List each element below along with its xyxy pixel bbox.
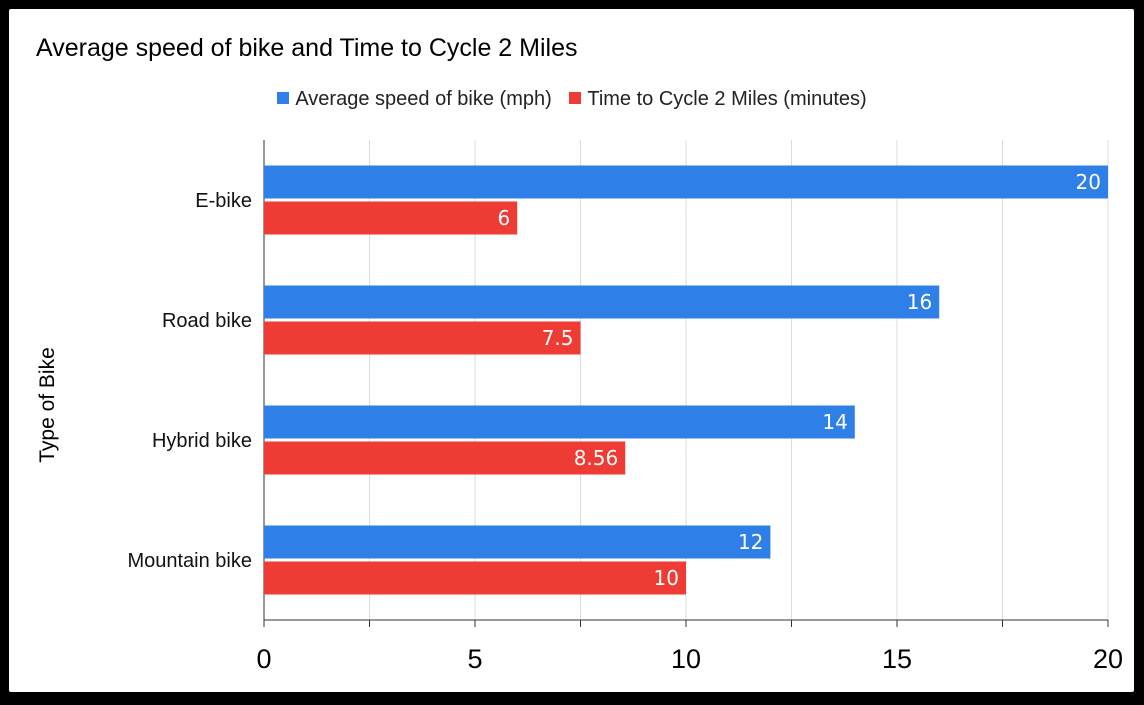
category-label: Mountain bike [127, 550, 252, 572]
bar [264, 201, 518, 235]
legend-swatch-time [569, 92, 582, 104]
bar [264, 165, 1108, 199]
data-label: 14 [822, 410, 847, 434]
category-label: Road bike [162, 310, 252, 332]
data-label: 7.5 [542, 326, 574, 350]
legend: Average speed of bike (mph) Time to Cycl… [0, 88, 1144, 111]
x-tick-label: 0 [256, 644, 271, 674]
bar [264, 441, 626, 475]
bar [264, 561, 686, 595]
legend-label-speed: Average speed of bike (mph) [295, 88, 552, 110]
y-axis-title: Type of Bike [36, 347, 59, 463]
x-tick-label: 15 [882, 644, 912, 674]
x-tick-label: 10 [671, 644, 701, 674]
category-label: Hybrid bike [152, 430, 252, 452]
data-label: 16 [907, 290, 932, 314]
x-tick-label: 5 [467, 644, 482, 674]
chart-title: Average speed of bike and Time to Cycle … [36, 34, 578, 62]
legend-item-speed[interactable]: Average speed of bike (mph) [277, 88, 552, 111]
legend-item-time[interactable]: Time to Cycle 2 Miles (minutes) [569, 88, 867, 111]
bar [264, 405, 855, 439]
bar [264, 285, 940, 319]
data-label: 8.56 [574, 446, 619, 470]
x-tick-label: 20 [1093, 644, 1123, 674]
legend-label-time: Time to Cycle 2 Miles (minutes) [587, 88, 867, 110]
category-label: E-bike [195, 190, 252, 212]
legend-swatch-speed [277, 92, 290, 104]
data-label: 10 [654, 566, 679, 590]
bar [264, 321, 581, 355]
bar [264, 525, 771, 559]
data-label: 20 [1076, 170, 1101, 194]
data-label: 6 [497, 206, 510, 230]
data-label: 12 [738, 530, 763, 554]
